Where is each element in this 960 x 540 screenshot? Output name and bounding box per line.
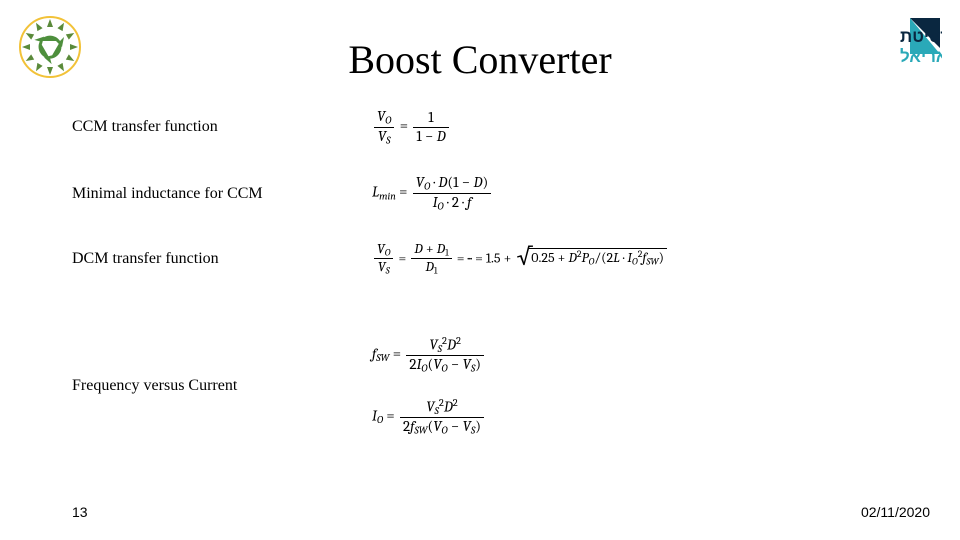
equation-io: IO = VS2D2 2fSW(VO − VS) xyxy=(372,397,486,437)
date: 02/11/2020 xyxy=(861,504,930,520)
page-number: 13 xyxy=(72,504,88,520)
label-dcm: DCM transfer function xyxy=(72,250,372,268)
equation-ccm: VOVS = 11 − D xyxy=(372,108,451,146)
row-lmin: Minimal inductance for CCM Lmin = VO · D… xyxy=(72,174,930,212)
equation-freq: fSW = VS2D2 2IO(VO − VS) IO = VS2D2 2fSW… xyxy=(372,335,486,436)
svg-text:אריאל: אריאל xyxy=(900,47,942,66)
row-dcm: DCM transfer function VOVS = D + D1D1 = … xyxy=(72,241,930,277)
label-lmin: Minimal inductance for CCM xyxy=(72,185,372,203)
row-freq: Frequency versus Current fSW = VS2D2 2IO… xyxy=(72,335,930,436)
svg-text:אוניברסיטת: אוניברסיטת xyxy=(900,27,942,46)
row-ccm: CCM transfer function VOVS = 11 − D xyxy=(72,108,930,146)
footer: 13 02/11/2020 xyxy=(72,504,930,520)
ariel-university-logo: אוניברסיטת אריאל xyxy=(792,12,942,80)
equation-lmin: Lmin = VO · D(1 − D) IO · 2 · f xyxy=(372,174,493,212)
label-ccm: CCM transfer function xyxy=(72,118,372,136)
label-freq: Frequency versus Current xyxy=(72,377,372,395)
header: Boost Converter אוניברסיטת אריאל xyxy=(0,0,960,90)
equation-fsw: fSW = VS2D2 2IO(VO − VS) xyxy=(372,335,486,375)
equation-dcm: VOVS = D + D1D1 = ··· = 1.5 + √0.25 + D2… xyxy=(372,241,667,277)
content: CCM transfer function VOVS = 11 − D Mini… xyxy=(72,108,930,436)
